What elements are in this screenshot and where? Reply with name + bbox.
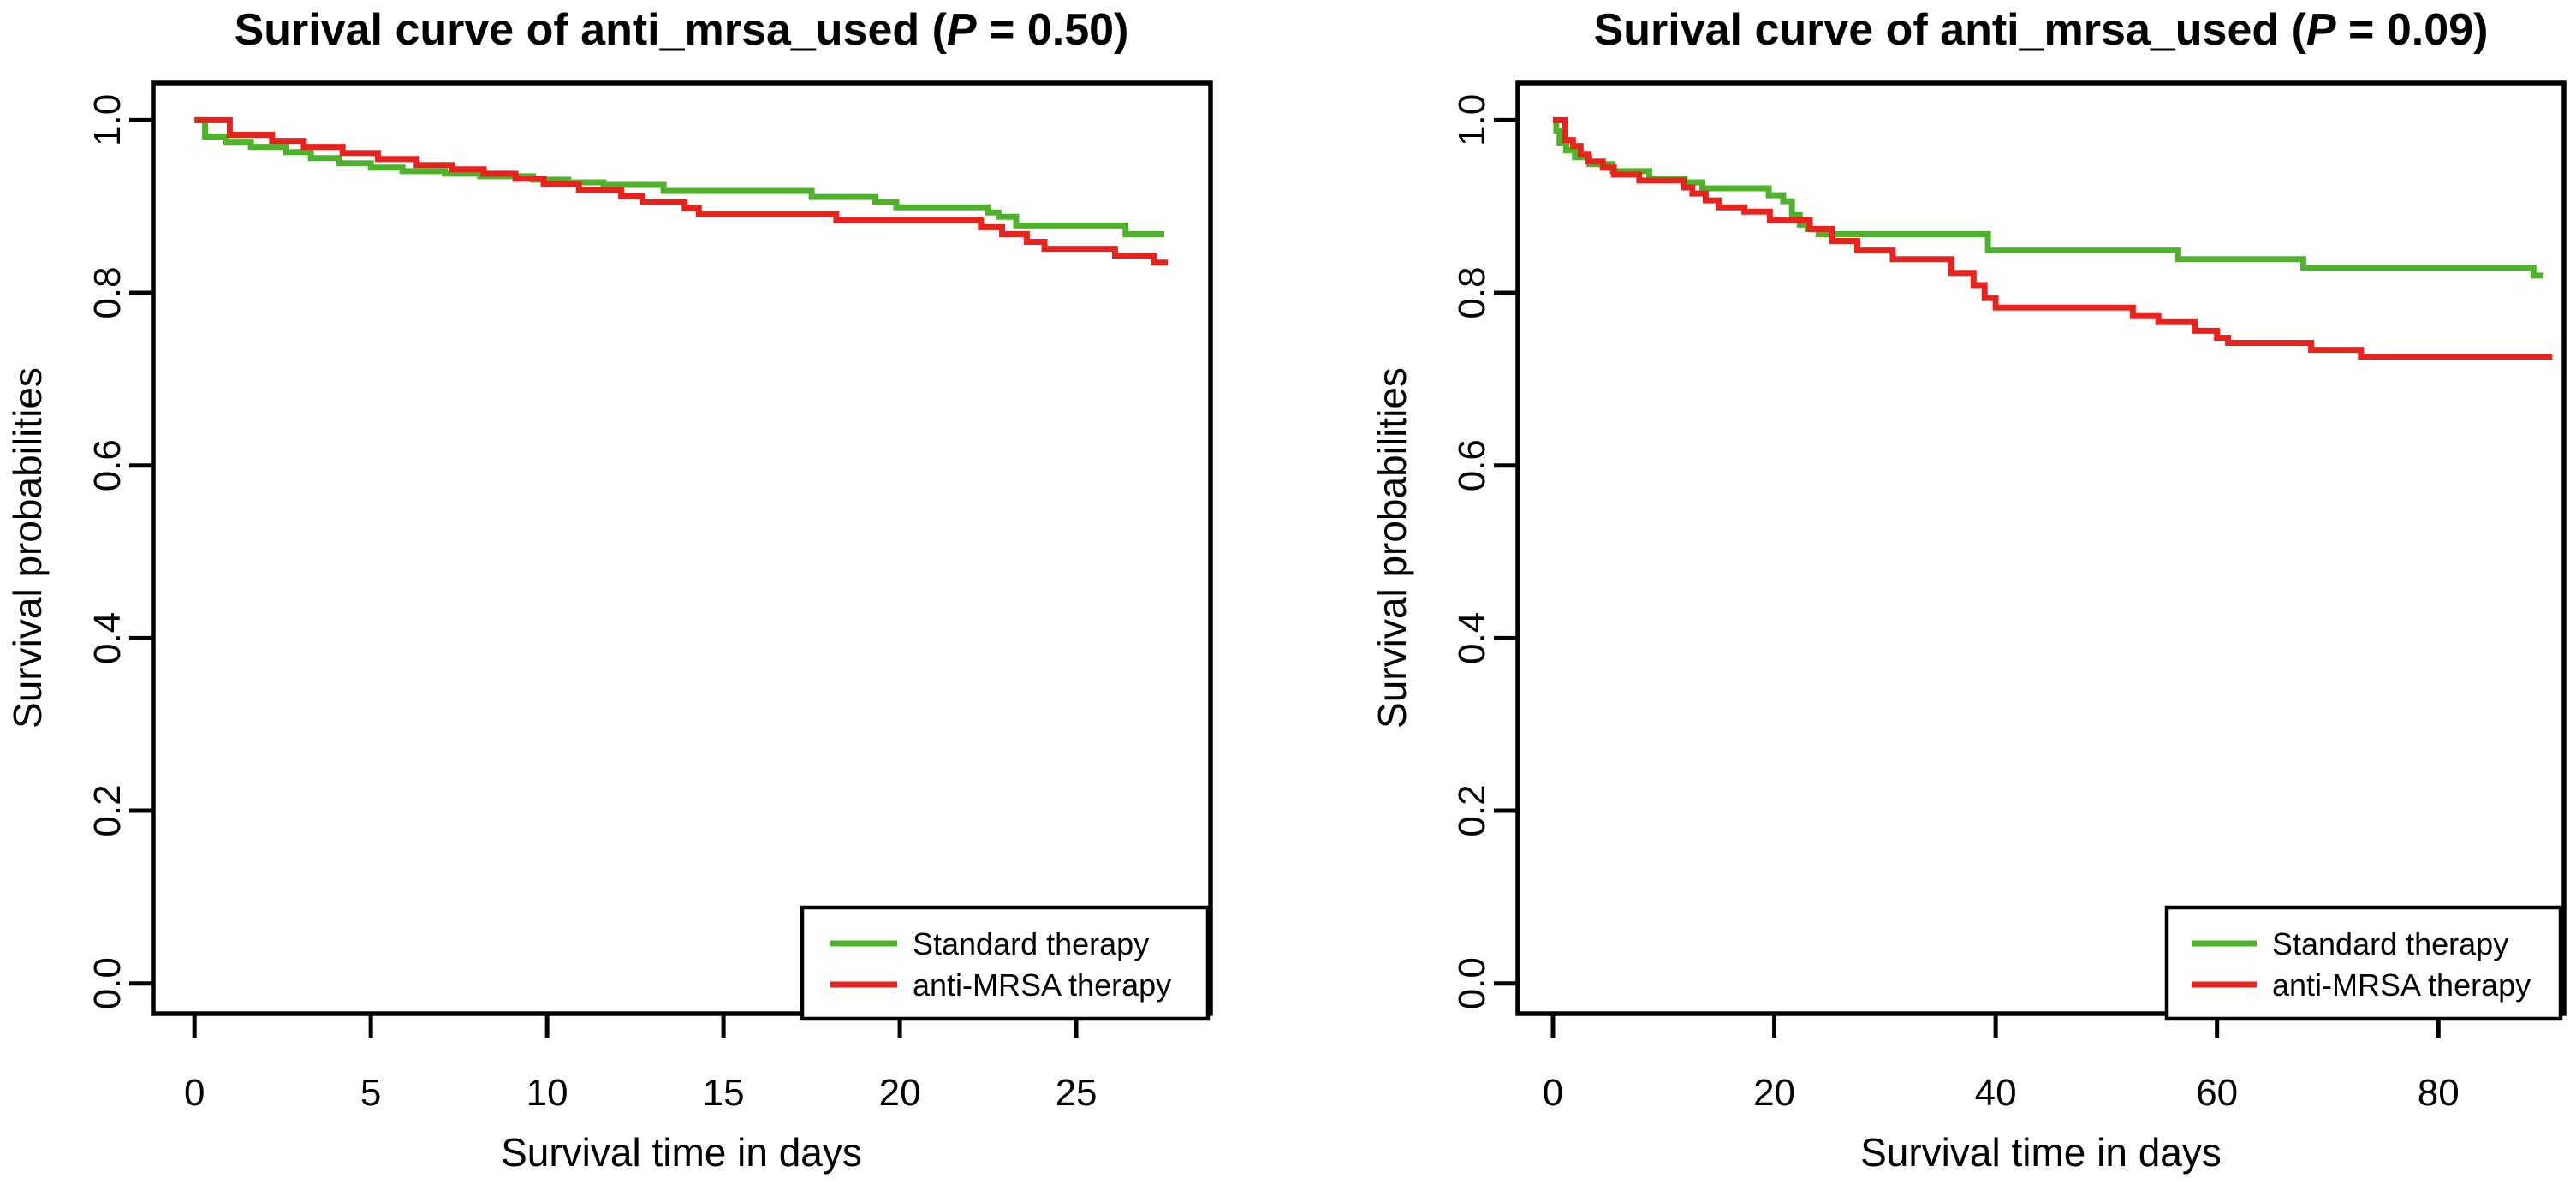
x-tick-label: 0 xyxy=(184,1072,205,1114)
y-tick-label: 0.0 xyxy=(86,957,128,1009)
panel1-plot: 0 5 10 15 20 25 1.0 0.8 0.6 0.4 0.2 0.0 xyxy=(86,80,1213,1114)
panel1-title: Surival curve of anti_mrsa_used (P = 0.5… xyxy=(235,5,1129,55)
survival-curve-standard-therapy xyxy=(194,116,1164,237)
panel1-legend-box xyxy=(800,905,1211,1021)
panel2-legend: Standard therapy anti-MRSA therapy xyxy=(2164,905,2563,1021)
y-tick-label: 0.8 xyxy=(1451,266,1493,318)
x-tick-label: 20 xyxy=(1753,1072,1795,1114)
y-tick-label: 0.2 xyxy=(1451,784,1493,836)
x-tick-label: 0 xyxy=(1543,1072,1563,1114)
panel2-title: Surival curve of anti_mrsa_used (P = 0.0… xyxy=(1594,5,2489,55)
survival-curve-anti-mrsa-therapy xyxy=(1553,116,2553,360)
panel2-legend-box xyxy=(2164,905,2563,1021)
y-tick-label: 0.8 xyxy=(86,266,128,318)
panel2-legend-label-standard: Standard therapy xyxy=(2272,926,2508,961)
x-tick-label: 10 xyxy=(527,1072,568,1114)
panel1-legend-label-antimrsa: anti-MRSA therapy xyxy=(913,967,1171,1003)
y-tick-label: 0.4 xyxy=(1451,612,1493,664)
x-tick-label: 15 xyxy=(703,1072,745,1114)
plot-box xyxy=(151,80,1213,1016)
y-tick-label: 0.0 xyxy=(1451,957,1493,1009)
x-tick-label: 80 xyxy=(2418,1072,2460,1114)
y-tick-label: 0.2 xyxy=(86,784,128,836)
plot-box xyxy=(1515,80,2567,1016)
y-tick-label: 0.6 xyxy=(86,439,128,491)
panel2-legend-label-antimrsa: anti-MRSA therapy xyxy=(2272,967,2531,1003)
plots-layer: 0 5 10 15 20 25 1.0 0.8 0.6 0.4 0.2 0.0 0 20 40 60 80 1.0… xyxy=(86,80,2567,1114)
x-tick-label: 40 xyxy=(1975,1072,2017,1114)
x-tick-label: 60 xyxy=(2196,1072,2238,1114)
panel2-plot: 0 20 40 60 80 1.0 0.8 0.6 0.4 0.2 0.0 xyxy=(1451,80,2567,1114)
y-tick-label: 1.0 xyxy=(1451,94,1493,146)
panel1-legend: Standard therapy anti-MRSA therapy xyxy=(800,905,1211,1021)
y-tick-label: 0.6 xyxy=(1451,439,1493,491)
y-tick-label: 0.4 xyxy=(86,612,128,664)
panel1-legend-label-standard: Standard therapy xyxy=(913,926,1149,961)
x-tick-label: 20 xyxy=(879,1072,921,1114)
x-tick-label: 5 xyxy=(360,1072,381,1114)
panel2-yaxis-label: Survival probabilities xyxy=(1370,367,1414,729)
survival-curve-anti-mrsa-therapy xyxy=(194,116,1169,266)
survival-curve-standard-therapy xyxy=(1553,116,2544,279)
y-tick-label: 1.0 xyxy=(86,94,128,146)
panel2-xaxis-label: Survival time in days xyxy=(1860,1130,2222,1175)
panel1-yaxis-label: Survival probabilities xyxy=(5,367,50,729)
x-tick-label: 25 xyxy=(1056,1072,1098,1114)
panel1-xaxis-label: Survival time in days xyxy=(501,1130,862,1175)
